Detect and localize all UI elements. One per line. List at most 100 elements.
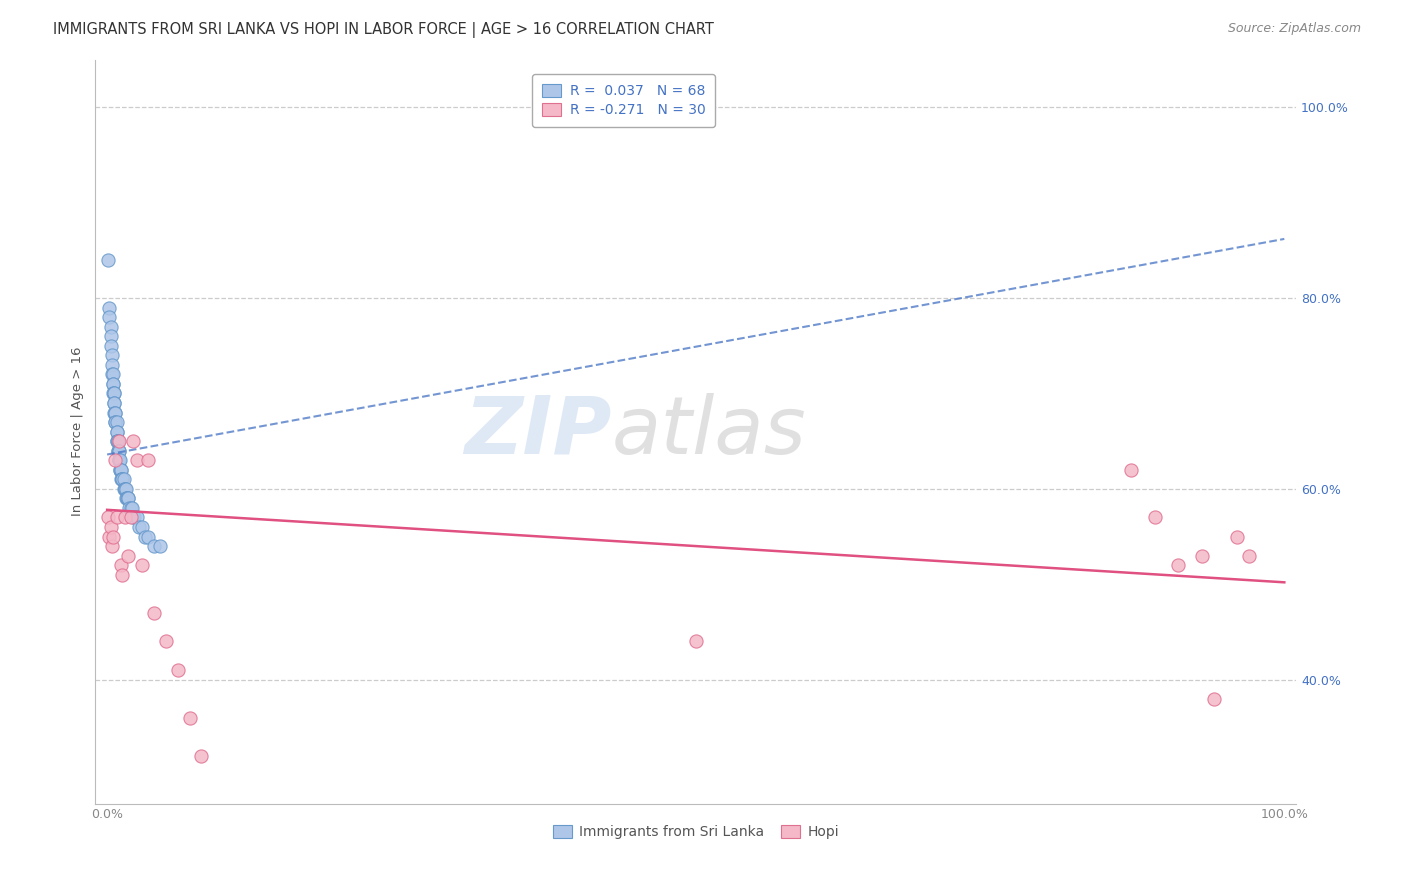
Point (107, 443, 129, 458)
Point (108, 434, 131, 449)
Point (104, 405, 127, 419)
Point (104, 405, 127, 419)
Point (107, 434, 129, 449)
Point (149, 539, 172, 553)
Point (134, 529, 156, 543)
Point (100, 319, 122, 334)
Point (112, 482, 135, 496)
Point (100, 520, 122, 534)
Point (121, 500, 143, 515)
Point (136, 529, 159, 543)
Point (136, 453, 159, 467)
Point (105, 425, 128, 439)
Point (101, 376, 124, 391)
Point (104, 415, 127, 429)
Point (1202, 691, 1225, 706)
Point (101, 368, 124, 382)
Point (105, 425, 128, 439)
Point (114, 482, 136, 496)
Point (115, 491, 138, 506)
Point (105, 434, 128, 449)
Point (179, 711, 201, 725)
Point (101, 539, 124, 553)
Point (122, 510, 145, 524)
Point (120, 510, 142, 524)
Point (128, 520, 150, 534)
Point (107, 434, 129, 449)
Point (114, 482, 136, 496)
Point (103, 396, 125, 410)
Point (101, 376, 124, 391)
Point (111, 472, 134, 486)
Point (110, 558, 132, 573)
Text: atlas: atlas (612, 392, 807, 471)
Point (131, 558, 153, 573)
Point (117, 491, 139, 506)
Point (143, 606, 166, 620)
Point (108, 463, 131, 477)
Point (101, 358, 124, 372)
Point (114, 482, 136, 496)
Point (1191, 549, 1213, 563)
Text: IMMIGRANTS FROM SRI LANKA VS HOPI IN LABOR FORCE | AGE > 16 CORRELATION CHART: IMMIGRANTS FROM SRI LANKA VS HOPI IN LAB… (53, 22, 714, 38)
Point (1237, 549, 1260, 563)
Point (103, 396, 125, 410)
Point (111, 567, 134, 582)
Legend: Immigrants from Sri Lanka, Hopi: Immigrants from Sri Lanka, Hopi (547, 820, 845, 845)
Point (115, 491, 138, 506)
Point (101, 529, 124, 543)
Point (108, 453, 131, 467)
Point (101, 348, 124, 362)
Point (103, 386, 125, 401)
Point (118, 500, 141, 515)
Y-axis label: In Labor Force | Age > 16: In Labor Force | Age > 16 (72, 347, 84, 516)
Point (155, 634, 177, 648)
Point (108, 463, 131, 477)
Point (122, 510, 145, 524)
Point (115, 491, 138, 506)
Point (98, 310, 121, 325)
Point (1167, 558, 1189, 573)
Point (125, 510, 148, 524)
Point (101, 386, 124, 401)
Point (122, 434, 145, 449)
Point (108, 453, 131, 467)
Point (117, 491, 139, 506)
Point (131, 520, 153, 534)
Point (114, 510, 136, 524)
Text: ZIP: ZIP (464, 392, 612, 471)
Point (107, 443, 129, 458)
Point (105, 415, 128, 429)
Point (685, 634, 707, 648)
Point (104, 415, 127, 429)
Point (100, 339, 122, 353)
Point (98, 301, 121, 315)
Point (143, 539, 166, 553)
Point (97, 252, 120, 267)
Point (120, 500, 142, 515)
Point (97, 510, 120, 524)
Point (112, 472, 135, 486)
Point (105, 510, 128, 524)
Point (190, 748, 212, 763)
Point (110, 463, 132, 477)
Point (108, 443, 131, 458)
Point (101, 368, 124, 382)
Point (110, 472, 132, 486)
Point (108, 443, 131, 458)
Point (108, 453, 131, 467)
Point (117, 549, 139, 563)
Point (1121, 463, 1143, 477)
Point (104, 453, 127, 467)
Point (103, 405, 125, 419)
Point (110, 463, 132, 477)
Point (166, 663, 188, 677)
Point (1143, 510, 1166, 524)
Point (108, 453, 131, 467)
Point (111, 472, 134, 486)
Point (125, 453, 148, 467)
Point (100, 329, 122, 343)
Text: Source: ZipAtlas.com: Source: ZipAtlas.com (1227, 22, 1361, 36)
Point (1226, 529, 1249, 543)
Point (115, 482, 138, 496)
